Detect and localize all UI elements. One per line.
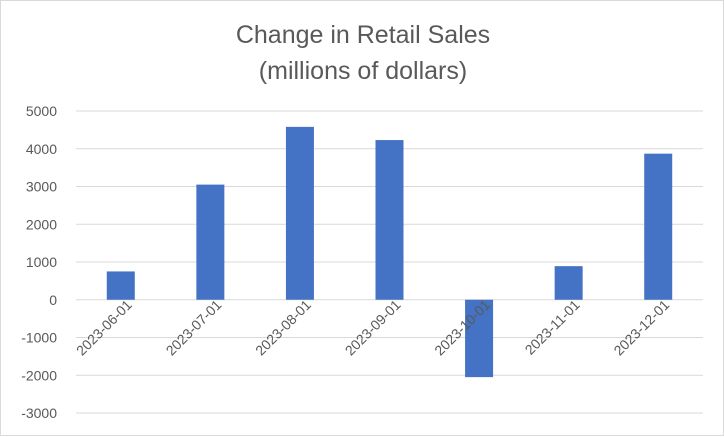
bar-2023-08-01 xyxy=(285,126,314,300)
x-tick-label: 2023-12-01 xyxy=(610,296,672,358)
x-tick-label: 2023-07-01 xyxy=(163,296,225,358)
x-tick-label: 2023-08-01 xyxy=(252,296,314,358)
bar-2023-11-01 xyxy=(554,266,583,300)
y-tick-label: 1000 xyxy=(26,254,57,270)
y-axis: 5000 4000 3000 2000 1000 0 -1000 -2000 -3000 xyxy=(21,103,57,421)
y-tick-label: -2000 xyxy=(21,367,57,383)
bar-2023-09-01 xyxy=(375,140,404,300)
chart-subtitle: (millions of dollars) xyxy=(259,57,467,85)
x-tick-label: 2023-09-01 xyxy=(342,296,404,358)
bars xyxy=(106,126,673,378)
y-tick-label: 5000 xyxy=(26,103,57,119)
y-tick-label: 0 xyxy=(49,292,57,308)
bar-2023-10-01 xyxy=(465,299,494,378)
x-axis: 2023-06-01 2023-07-01 2023-08-01 2023-09-01… xyxy=(73,296,673,358)
x-tick-label: 2023-06-01 xyxy=(73,296,135,358)
bar-2023-12-01 xyxy=(644,153,673,300)
chart-title: Change in Retail Sales xyxy=(236,21,490,49)
y-tick-label: 3000 xyxy=(26,179,57,195)
y-tick-label: 2000 xyxy=(26,216,57,232)
bar-2023-06-01 xyxy=(106,271,135,300)
y-tick-label: 4000 xyxy=(26,141,57,157)
y-tick-label: -1000 xyxy=(21,330,57,346)
bar-2023-07-01 xyxy=(196,184,225,300)
x-tick-label: 2023-11-01 xyxy=(522,296,583,357)
y-tick-label: -3000 xyxy=(21,405,57,421)
